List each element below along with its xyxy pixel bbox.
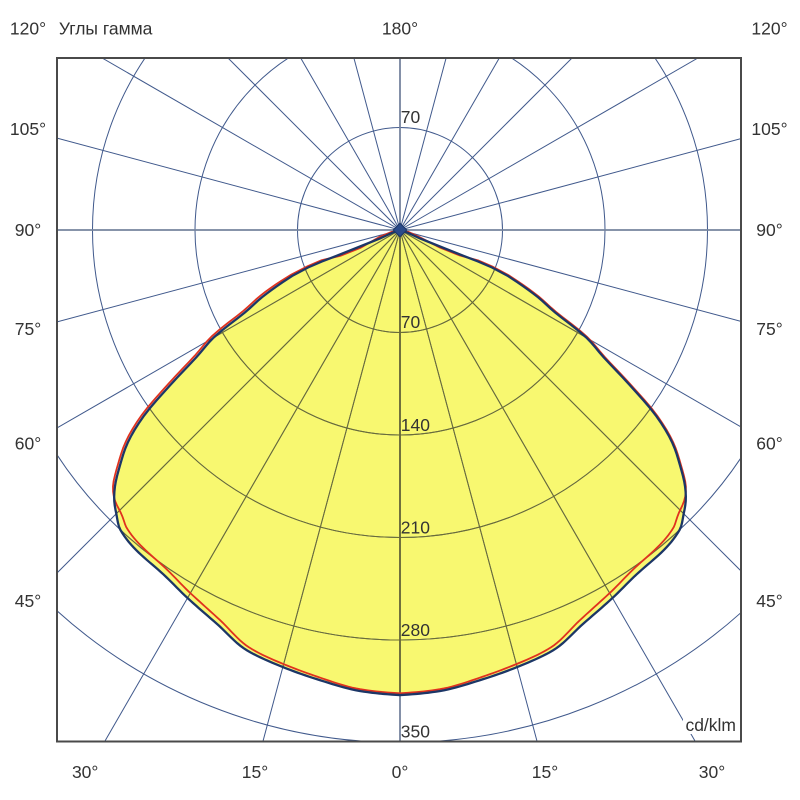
svg-text:105°: 105° <box>751 119 787 139</box>
svg-text:120°: 120° <box>10 19 46 39</box>
svg-text:210: 210 <box>401 517 430 537</box>
svg-text:30°: 30° <box>699 762 725 782</box>
svg-text:350: 350 <box>401 722 430 742</box>
svg-text:75°: 75° <box>756 319 782 339</box>
svg-text:15°: 15° <box>242 762 268 782</box>
svg-text:cd/klm: cd/klm <box>685 715 736 735</box>
svg-text:Углы гамма: Углы гамма <box>59 19 153 39</box>
svg-text:90°: 90° <box>15 220 41 240</box>
svg-text:60°: 60° <box>15 433 41 453</box>
svg-text:0°: 0° <box>392 762 409 782</box>
svg-text:280: 280 <box>401 620 430 640</box>
svg-text:140: 140 <box>401 415 430 435</box>
svg-text:70: 70 <box>401 107 421 127</box>
svg-text:75°: 75° <box>15 319 41 339</box>
svg-text:70: 70 <box>401 312 421 332</box>
svg-text:60°: 60° <box>756 433 782 453</box>
svg-text:45°: 45° <box>15 591 41 611</box>
svg-text:180°: 180° <box>382 19 418 39</box>
svg-text:90°: 90° <box>756 220 782 240</box>
svg-text:30°: 30° <box>72 762 98 782</box>
svg-text:120°: 120° <box>751 19 787 39</box>
svg-text:45°: 45° <box>756 591 782 611</box>
svg-text:105°: 105° <box>10 119 46 139</box>
svg-text:15°: 15° <box>532 762 558 782</box>
